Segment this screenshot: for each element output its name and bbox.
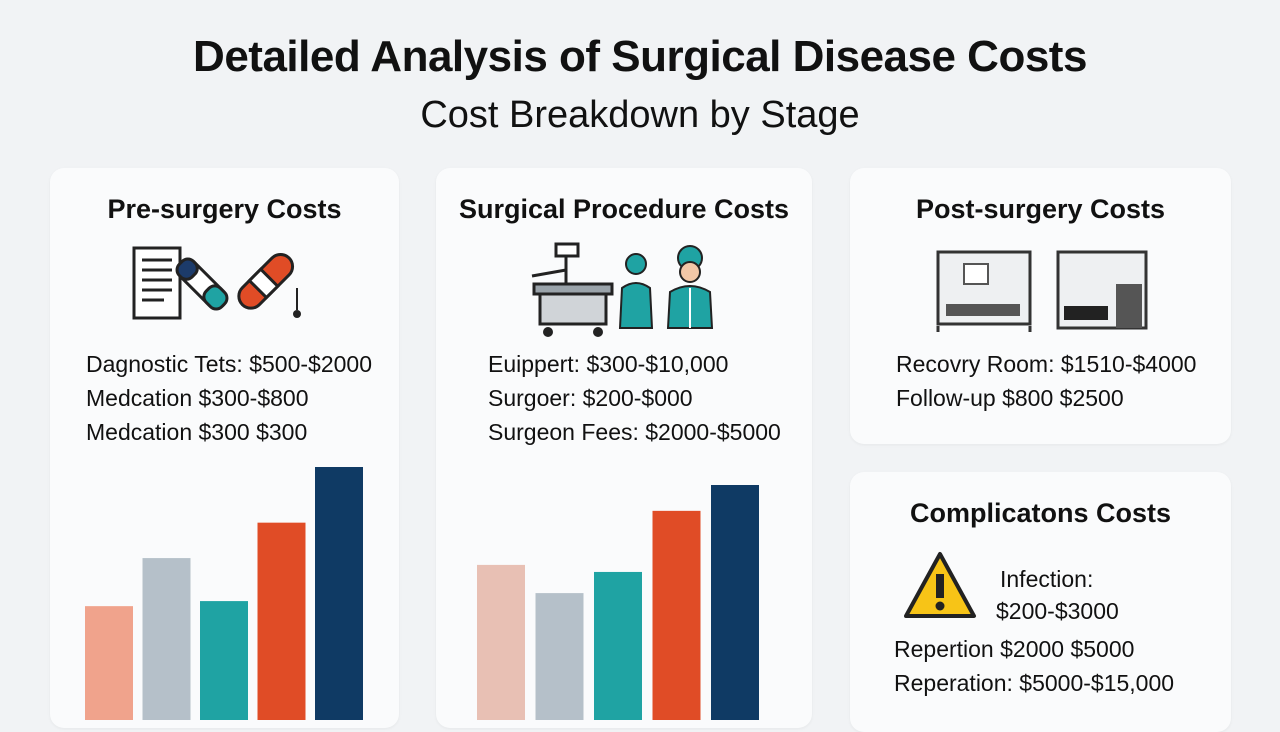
post-line-1: Recovry Room: $1510-$4000 [896,351,1197,377]
pre-surgery-card: Pre-surgery Costs Dagnostic Tets: $500-$… [50,168,399,728]
bar-5 [711,485,759,720]
syringe-icon [237,252,295,310]
bar-1 [477,564,525,720]
post-line-2: Follow-up $800 $2500 [896,385,1124,411]
surgeon-icon [666,245,714,329]
surgical-lines: Euippert: $300-$10,000 Surgoer: $200-$00… [488,347,781,449]
pre-surgery-bar-chart [85,467,363,720]
complications-title: Complicatons Costs [909,498,1172,528]
page-title: Detailed Analysis of Surgical Disease Co… [193,32,1087,81]
pre-line-3: Medcation $300 $300 [86,419,308,445]
hospital-bed-icon [1056,250,1148,330]
surgical-procedure-card: Surgical Procedure Costs Euippert: $300-… [436,168,812,728]
post-surgery-icons [936,250,1148,332]
infection-label: Infection: [1000,566,1094,592]
bar-4 [257,522,306,720]
surg-line-2: Surgoer: $200-$000 [488,385,693,411]
bar-3 [200,601,248,720]
pre-surgery-title: Pre-surgery Costs [107,194,342,224]
surgical-bar-chart [477,485,759,720]
bar-5 [315,467,363,720]
complications-card: Complicatons Costs Infection: $200-$3000… [850,472,1231,732]
post-surgery-title: Post-surgery Costs [915,194,1166,224]
page-subtitle: Cost Breakdown by Stage [420,94,860,136]
recovery-room-icon [936,250,1032,332]
surg-line-1: Euippert: $300-$10,000 [488,351,729,377]
surgical-machine-icon [531,242,614,337]
document-icon [132,246,182,320]
bar-4 [652,510,701,720]
surgical-procedure-title: Surgical Procedure Costs [458,194,790,224]
vial-icon [175,257,229,311]
bar-2 [535,593,584,720]
nurse-icon [618,253,654,329]
pre-line-2: Medcation $300-$800 [86,385,309,411]
bar-2 [142,558,191,720]
comp-line-1: Repertion $2000 $5000 [894,636,1135,662]
surgical-icons [531,242,714,337]
bar-3 [594,571,642,720]
surg-line-3: Surgeon Fees: $2000-$5000 [488,419,781,445]
post-surgery-lines: Recovry Room: $1510-$4000 Follow-up $800… [896,347,1196,415]
warning-icon [904,552,976,618]
comp-line-2: Reperation: $5000-$15,000 [894,670,1175,696]
pre-surgery-icons [132,246,301,320]
pre-line-1: Dagnostic Tets: $500-$2000 [86,351,372,377]
pre-surgery-lines: Dagnostic Tets: $500-$2000 Medcation $30… [86,347,372,449]
post-surgery-card: Post-surgery Costs Recovry Room: $1510-$… [850,168,1231,444]
bar-1 [85,606,133,720]
infection-value: $200-$3000 [996,598,1119,624]
